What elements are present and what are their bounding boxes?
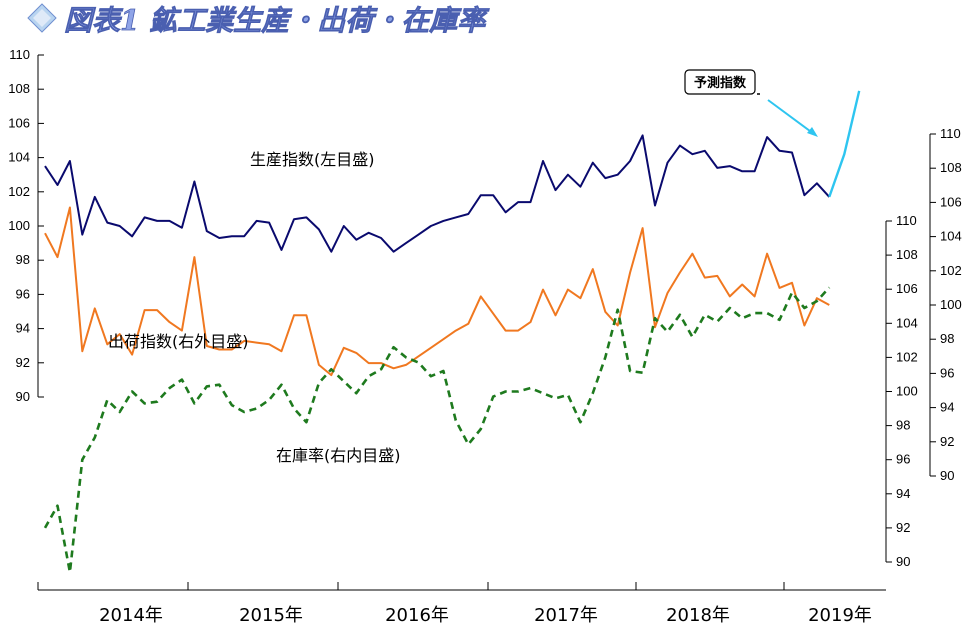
right-outer-tick-label: 90: [940, 468, 954, 483]
left-tick-label: 92: [16, 355, 30, 370]
x-year-label: 2014年: [99, 605, 163, 626]
right-inner-tick-label: 90: [896, 554, 910, 569]
right-inner-tick-label: 94: [896, 486, 910, 501]
annotation-inventory: 在庫率(右内目盛): [276, 446, 401, 465]
right-inner-tick-label: 110: [896, 213, 917, 228]
x-year-label: 2019年: [808, 605, 872, 626]
right-inner-tick-label: 98: [896, 418, 910, 433]
annotation-layer: 生産指数(左目盛) 出荷指数(右外目盛) 在庫率(右内目盛) 予測指数: [108, 70, 818, 465]
forecast-arrow-head: [807, 127, 818, 137]
right-outer-tick-label: 102: [940, 263, 962, 278]
right-inner-tick-label: 92: [896, 520, 910, 535]
left-tick-label: 96: [16, 286, 30, 301]
series-line-2: [45, 288, 829, 573]
left-tick-label: 98: [16, 252, 30, 267]
right-outer-tick-label: 106: [940, 194, 962, 209]
diamond-icon: [28, 4, 56, 32]
right-inner-tick-label: 96: [896, 452, 910, 467]
right-inner-tick-label: 100: [896, 384, 918, 399]
series-line-0: [45, 135, 829, 251]
right-outer-tick-label: 110: [940, 126, 961, 141]
right-outer-tick-label: 100: [940, 297, 962, 312]
right-inner-tick-label: 106: [896, 281, 918, 296]
chart-title: 図表1 鉱工業生産・出荷・在庫率: [64, 4, 490, 37]
left-tick-label: 110: [9, 47, 30, 62]
left-tick-label: 108: [8, 81, 30, 96]
right-inner-tick-label: 108: [896, 247, 918, 262]
x-year-label: 2017年: [534, 605, 598, 626]
left-tick-label: 104: [8, 150, 30, 165]
left-tick-label: 90: [16, 389, 30, 404]
title-group: 図表1 鉱工業生産・出荷・在庫率: [28, 4, 490, 37]
left-tick-label: 100: [8, 218, 30, 233]
forecast-arrow: [768, 100, 814, 134]
forecast-callout-label: 予測指数: [694, 75, 747, 91]
series-line-3: [829, 91, 859, 197]
right-outer-tick-label: 94: [940, 400, 954, 415]
x-year-label: 2015年: [239, 605, 303, 626]
right-outer-tick-label: 104: [940, 229, 962, 244]
right-outer-tick-label: 92: [940, 434, 954, 449]
right-outer-tick-label: 96: [940, 365, 954, 380]
annotation-production: 生産指数(左目盛): [250, 150, 375, 169]
annotation-shipment: 出荷指数(右外目盛): [108, 332, 249, 351]
left-tick-label: 94: [16, 321, 30, 336]
forecast-callout: 予測指数: [685, 70, 818, 137]
left-tick-label: 102: [8, 184, 30, 199]
right-outer-tick-label: 98: [940, 331, 954, 346]
right-inner-tick-label: 104: [896, 315, 918, 330]
right-inner-tick-label: 102: [896, 349, 918, 364]
right-outer-tick-label: 108: [940, 160, 962, 175]
left-tick-label: 106: [8, 115, 30, 130]
x-year-label: 2018年: [666, 605, 730, 626]
x-year-label: 2016年: [385, 605, 449, 626]
